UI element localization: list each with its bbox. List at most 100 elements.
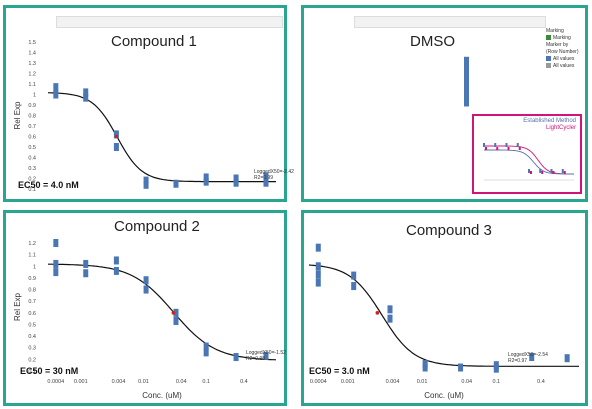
inset-point xyxy=(496,147,499,150)
chart-title: Compound 2 xyxy=(114,218,200,235)
inset-point xyxy=(507,147,510,150)
ec50-point xyxy=(375,311,380,315)
chart-panel-compound-3: Compound 3 0.0004 0.001 0.004 0.01 0.04 0.1 0.… xyxy=(301,210,588,406)
ec50-label: EC50 = 3.0 nM xyxy=(309,366,370,376)
inset-point xyxy=(494,143,497,147)
x-tick-label: 0.004 xyxy=(112,379,126,385)
data-point xyxy=(464,90,469,99)
y-tick-label: 0.2 xyxy=(28,177,36,183)
data-point xyxy=(422,363,428,372)
x-tick-label: 0.0004 xyxy=(310,379,327,385)
inset-plot xyxy=(483,143,574,181)
chart-title: Compound 1 xyxy=(111,33,197,50)
data-point xyxy=(203,177,209,186)
y-tick-label: 0.5 xyxy=(28,145,36,151)
data-point xyxy=(203,348,209,357)
chart-panel-dmso: DMSO Marking Marking Marker by (Row Numb… xyxy=(301,5,588,202)
data-point xyxy=(263,178,269,187)
y-tick-label: 0.8 xyxy=(28,114,36,120)
inset-point xyxy=(541,171,544,174)
data-point xyxy=(263,351,269,360)
x-tick-label: 0.04 xyxy=(176,379,187,385)
data-point xyxy=(143,180,149,189)
y-tick-label: 0.4 xyxy=(28,156,36,162)
y-tick-label: 0.1 xyxy=(28,187,36,193)
x-axis-label: Conc. (uM) xyxy=(424,391,464,400)
y-axis-label: Rel Exp xyxy=(13,101,22,130)
inset-point xyxy=(561,169,564,173)
chart-plot-compound-3: 0.0004 0.001 0.004 0.01 0.04 0.1 0.4 Conc. (uM) xyxy=(308,243,579,400)
data-point xyxy=(529,353,535,362)
fit-curve xyxy=(47,92,276,183)
data-point xyxy=(263,172,269,181)
inset-point xyxy=(505,143,508,147)
ec50-label: EC50 = 4.0 nM xyxy=(18,180,79,190)
y-tick-label: 1.3 xyxy=(28,61,36,67)
data-point xyxy=(464,60,469,69)
data-point xyxy=(464,56,469,65)
fit-label: LoggedX50=-2.42 R2=0.99 xyxy=(254,169,294,181)
data-point xyxy=(53,239,59,247)
chart-title: Compound 3 xyxy=(406,222,492,239)
data-point xyxy=(315,278,321,287)
y-tick-label: 1 xyxy=(33,264,36,270)
data-point xyxy=(315,270,321,279)
y-tick-label: 0.9 xyxy=(28,276,36,282)
x-tick-label: 0.4 xyxy=(240,379,248,385)
y-tick-label: 0.5 xyxy=(28,322,36,328)
data-point xyxy=(143,176,149,185)
y-tick-label: 1 xyxy=(33,93,36,99)
data-point xyxy=(351,282,357,291)
data-point xyxy=(113,256,119,265)
x-tick-label: 0.4 xyxy=(537,379,545,385)
inset-point xyxy=(528,169,530,173)
inset-curve-established xyxy=(484,149,574,175)
chart-plot-compound-2: 0.1 0.2 0.3 0.4 0.5 0.6 0.7 0.8 0.9 1 1.1 1.2 Rel Ex… xyxy=(13,239,277,400)
x-tick-label: 0.0004 xyxy=(47,379,64,385)
data-point xyxy=(387,305,393,314)
y-tick-label: 0.7 xyxy=(28,124,36,130)
data-point xyxy=(53,90,59,99)
y-tick-label: 1.4 xyxy=(28,51,36,57)
data-point xyxy=(173,308,179,317)
chart-title: DMSO xyxy=(410,33,455,50)
data-point xyxy=(315,243,321,252)
data-point xyxy=(464,65,469,74)
data-point xyxy=(53,268,59,277)
data-point xyxy=(493,364,499,373)
data-point xyxy=(173,179,179,188)
y-tick-label: 0.4 xyxy=(28,334,36,340)
fit-label: LoggedX50=-1.52 R2=0.98 xyxy=(246,350,286,362)
inset-point xyxy=(483,143,485,147)
ec50-label: EC50 = 30 nM xyxy=(20,366,79,376)
inset-point xyxy=(516,143,519,147)
data-point xyxy=(203,173,209,182)
inset-point xyxy=(518,147,521,150)
x-tick-label: 0.1 xyxy=(202,379,210,385)
data-point xyxy=(464,94,469,103)
y-tick-label: 0.2 xyxy=(28,357,36,363)
inset-point xyxy=(485,147,487,150)
chart-plot-dmso xyxy=(464,56,469,107)
x-axis-label: Conc. (uM) xyxy=(142,391,182,400)
data-point xyxy=(53,259,59,268)
inset-label-lightcycler: LightCycler xyxy=(545,125,576,131)
fit-label: LoggedX50=-2.54 R2=0.97 xyxy=(508,352,548,364)
y-tick-label: 1.2 xyxy=(28,241,36,247)
data-point xyxy=(233,353,239,362)
data-point xyxy=(464,77,469,86)
x-tick-label: 0.01 xyxy=(417,379,428,385)
data-point xyxy=(113,130,119,139)
y-tick-label: 0.9 xyxy=(28,103,36,109)
y-tick-label: 0.3 xyxy=(28,166,36,172)
data-point xyxy=(315,262,321,271)
legend: Marking Marking Marker by (Row Number) A… xyxy=(546,28,579,69)
data-point xyxy=(83,259,89,268)
x-tick-label: 0.1 xyxy=(492,379,500,385)
x-tick-label: 0.001 xyxy=(341,379,355,385)
data-point xyxy=(464,85,469,94)
data-point xyxy=(173,316,179,325)
inset-label-established: Established Method xyxy=(523,118,576,124)
data-point xyxy=(233,178,239,187)
data-point xyxy=(143,285,149,294)
